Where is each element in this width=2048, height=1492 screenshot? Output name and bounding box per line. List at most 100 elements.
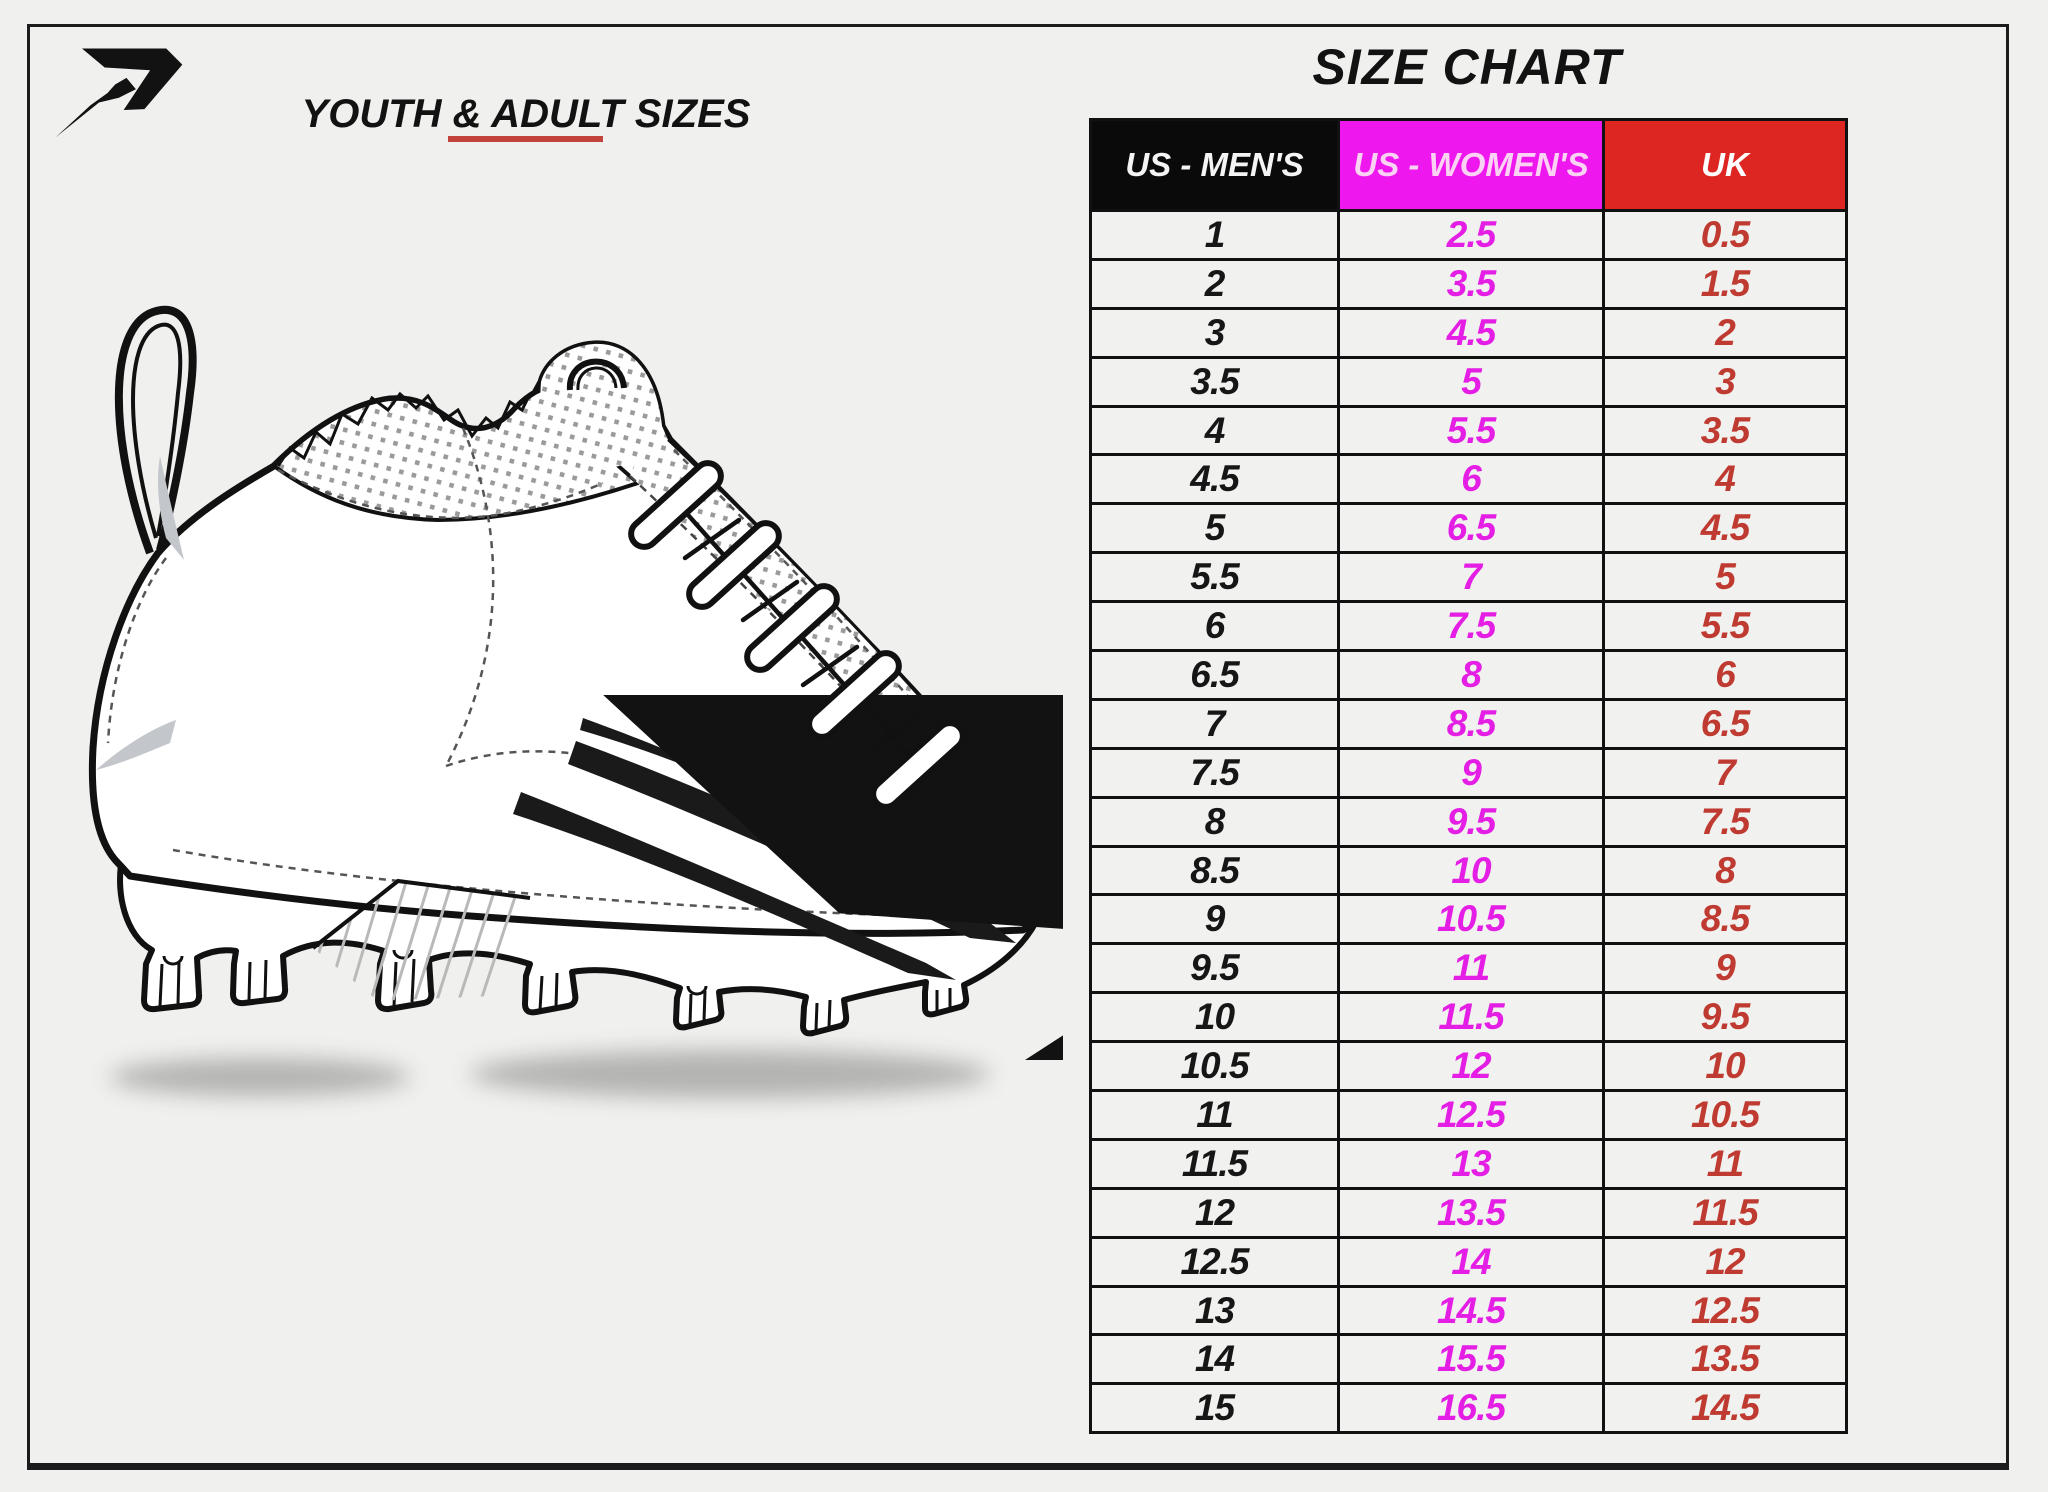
cell-us-mens: 11.5 <box>1089 1137 1340 1190</box>
cell-us-womens: 12.5 <box>1337 1089 1605 1141</box>
table-row: 3 4.5 2 <box>1089 306 1848 359</box>
col-header-uk: UK <box>1602 118 1848 212</box>
table-row: 13 14.5 12.5 <box>1089 1284 1848 1337</box>
cell-us-womens: 9 <box>1337 746 1605 799</box>
size-chart-title: SIZE CHART <box>1312 39 1622 95</box>
heading-underline <box>448 136 603 142</box>
table-row: 15 16.5 14.5 <box>1089 1382 1848 1435</box>
table-row: 6 7.5 5.5 <box>1089 600 1848 653</box>
table-row: 10 11.5 9.5 <box>1089 991 1848 1044</box>
cell-us-mens: 11 <box>1089 1089 1340 1141</box>
cell-us-mens: 13 <box>1089 1284 1340 1337</box>
page-heading: YOUTH & ADULT SIZES <box>301 92 751 136</box>
cell-us-mens: 9 <box>1089 893 1340 946</box>
cell-uk: 12.5 <box>1602 1284 1848 1337</box>
size-table-header-row: US - MEN'S US - WOMEN'S UK <box>1089 118 1848 212</box>
cell-uk: 5.5 <box>1602 600 1848 653</box>
table-row: 5.5 7 5 <box>1089 551 1848 604</box>
table-row: 10.5 12 10 <box>1089 1040 1848 1093</box>
cell-uk: 4.5 <box>1602 502 1848 555</box>
cell-uk: 10.5 <box>1602 1089 1848 1141</box>
heel-pull-loop <box>114 306 197 555</box>
table-row: 7.5 9 7 <box>1089 746 1848 799</box>
cell-us-mens: 5 <box>1089 502 1340 555</box>
table-row: 12 13.5 11.5 <box>1089 1186 1848 1239</box>
cell-us-mens: 12.5 <box>1089 1235 1340 1288</box>
table-row: 9.5 11 9 <box>1089 942 1848 995</box>
shoe-shadow-heel <box>110 1058 410 1096</box>
cell-us-womens: 9.5 <box>1337 795 1605 848</box>
hatch-wedge-edge <box>311 878 531 950</box>
lace-straps <box>628 460 966 810</box>
cell-uk: 1.5 <box>1602 257 1848 310</box>
size-table-body: 1 2.5 0.5 2 3.5 1.5 3 4.5 2 3.5 5 3 4 5.5 3.5 4.5 6 4 5 6.5… <box>1089 209 1848 1435</box>
cell-uk: 2 <box>1602 306 1848 359</box>
cell-us-mens: 15 <box>1089 1382 1340 1435</box>
cell-us-womens: 10.5 <box>1337 893 1605 946</box>
cell-us-mens: 7 <box>1089 697 1340 750</box>
cell-us-mens: 2 <box>1089 257 1340 310</box>
table-row: 9 10.5 8.5 <box>1089 893 1848 946</box>
table-row: 14 15.5 13.5 <box>1089 1333 1848 1386</box>
cell-us-mens: 3.5 <box>1089 355 1340 408</box>
cell-us-mens: 14 <box>1089 1333 1340 1386</box>
table-row: 8 9.5 7.5 <box>1089 795 1848 848</box>
stud-detail-lines <box>158 949 952 1031</box>
cell-us-womens: 14.5 <box>1337 1284 1605 1337</box>
cell-us-mens: 12 <box>1089 1186 1340 1239</box>
cell-us-womens: 7 <box>1337 551 1605 604</box>
cell-us-womens: 8 <box>1337 649 1605 701</box>
size-table: US - MEN'S US - WOMEN'S UK 1 2.5 0.5 2 3.5 1.… <box>1089 118 1848 1435</box>
cell-uk: 14.5 <box>1602 1382 1848 1435</box>
cell-us-mens: 7.5 <box>1089 746 1340 799</box>
table-row: 2 3.5 1.5 <box>1089 257 1848 310</box>
cell-uk: 12 <box>1602 1235 1848 1288</box>
cell-us-mens: 10 <box>1089 991 1340 1044</box>
cell-us-mens: 4.5 <box>1089 453 1340 506</box>
cell-us-womens: 11 <box>1337 942 1605 995</box>
table-row: 1 2.5 0.5 <box>1089 209 1848 261</box>
silver-accents <box>96 456 184 770</box>
cell-us-womens: 13 <box>1337 1137 1605 1190</box>
cell-us-mens: 3 <box>1089 306 1340 359</box>
col-header-us-womens: US - WOMEN'S <box>1337 118 1605 212</box>
collar-zigzag-stitch <box>276 391 532 467</box>
cell-uk: 9 <box>1602 942 1848 995</box>
cleat-illustration <box>88 306 1063 1060</box>
cell-uk: 8.5 <box>1602 893 1848 946</box>
table-row: 7 8.5 6.5 <box>1089 697 1848 750</box>
cell-us-womens: 16.5 <box>1337 1382 1605 1435</box>
cell-uk: 3 <box>1602 355 1848 408</box>
cell-uk: 11 <box>1602 1137 1848 1190</box>
cell-us-mens: 4 <box>1089 404 1340 457</box>
table-row: 11.5 13 11 <box>1089 1137 1848 1190</box>
cell-us-womens: 6.5 <box>1337 502 1605 555</box>
cell-uk: 4 <box>1602 453 1848 506</box>
cell-us-womens: 13.5 <box>1337 1186 1605 1239</box>
table-row: 5 6.5 4.5 <box>1089 502 1848 555</box>
cell-us-womens: 2.5 <box>1337 209 1605 261</box>
cell-uk: 6 <box>1602 649 1848 701</box>
cell-uk: 5 <box>1602 551 1848 604</box>
cell-uk: 7.5 <box>1602 795 1848 848</box>
cell-uk: 9.5 <box>1602 991 1848 1044</box>
cell-us-womens: 3.5 <box>1337 257 1605 310</box>
cell-us-womens: 12 <box>1337 1040 1605 1093</box>
cell-us-womens: 10 <box>1337 844 1605 897</box>
cell-us-womens: 8.5 <box>1337 697 1605 750</box>
cell-uk: 10 <box>1602 1040 1848 1093</box>
cell-us-womens: 14 <box>1337 1235 1605 1288</box>
cell-us-mens: 8 <box>1089 795 1340 848</box>
cell-us-mens: 8.5 <box>1089 844 1340 897</box>
table-row: 4 5.5 3.5 <box>1089 404 1848 457</box>
col-header-us-mens: US - MEN'S <box>1089 118 1340 212</box>
cell-us-womens: 7.5 <box>1337 600 1605 653</box>
cell-us-mens: 5.5 <box>1089 551 1340 604</box>
table-row: 11 12.5 10.5 <box>1089 1089 1848 1141</box>
tongue-loop <box>566 358 627 391</box>
cell-uk: 6.5 <box>1602 697 1848 750</box>
cell-us-womens: 4.5 <box>1337 306 1605 359</box>
table-row: 4.5 6 4 <box>1089 453 1848 506</box>
cell-us-mens: 6 <box>1089 600 1340 653</box>
cell-us-womens: 15.5 <box>1337 1333 1605 1386</box>
